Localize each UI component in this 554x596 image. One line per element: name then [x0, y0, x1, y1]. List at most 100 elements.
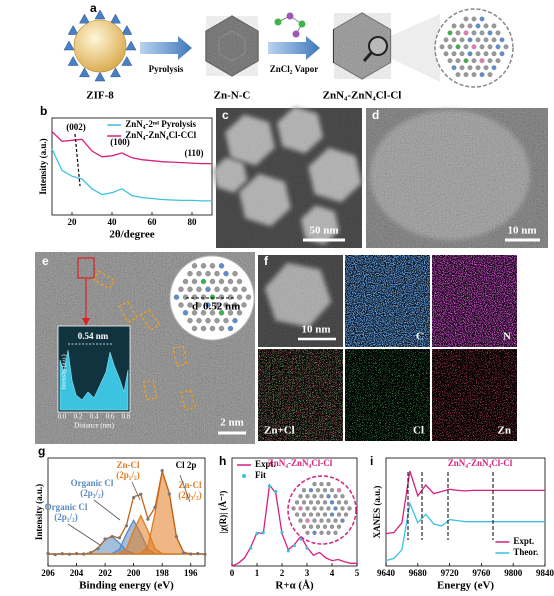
- map-label: C: [416, 331, 424, 343]
- annotation: (2p₃/₂): [80, 488, 103, 498]
- atom: [475, 51, 481, 57]
- data-point: [139, 492, 143, 496]
- legend-label: ZnN₄-2ⁿᵈ Pyrolysis: [125, 119, 196, 129]
- atom: [459, 65, 465, 71]
- data-point: [96, 547, 100, 551]
- atom: [196, 317, 202, 324]
- atom: [487, 30, 493, 36]
- atom: [340, 506, 345, 511]
- atom: [455, 30, 461, 36]
- tetrahedron: [67, 24, 79, 35]
- atom: [479, 30, 485, 36]
- x-axis-label: R+α (Å): [275, 580, 314, 592]
- tetrahedron: [67, 55, 79, 66]
- data-point: [132, 496, 136, 500]
- atom: [451, 65, 457, 71]
- atom: [447, 44, 453, 50]
- atom: [205, 317, 211, 324]
- atom: [218, 310, 225, 316]
- x-tick-label: 206: [41, 568, 55, 578]
- atom: [333, 506, 338, 511]
- plot-frame: [231, 457, 358, 567]
- tetrahedron: [94, 71, 106, 82]
- atom: [463, 58, 469, 64]
- atom: [178, 302, 184, 308]
- annotation: Cl 2p: [176, 460, 197, 470]
- atom: [336, 500, 342, 505]
- series-line: [51, 148, 212, 202]
- zif-particle: [73, 19, 127, 73]
- distance-symbol: d: [192, 301, 198, 313]
- atom: [312, 518, 317, 523]
- tetrahedron: [79, 67, 90, 78]
- atom: [200, 294, 207, 300]
- atom: [326, 481, 331, 487]
- atom: [312, 494, 317, 499]
- x-tick-label: 9840: [536, 568, 554, 578]
- atom: [187, 317, 193, 324]
- atom: [315, 512, 321, 517]
- legend-label: Fit: [255, 470, 266, 480]
- data-point: [53, 553, 57, 557]
- atom: [319, 518, 324, 523]
- atom: [463, 72, 469, 78]
- atom: [182, 294, 189, 300]
- atom: [499, 37, 505, 43]
- atom: [319, 530, 324, 535]
- panel-label: g: [38, 444, 45, 458]
- atom: [294, 512, 300, 517]
- scale-label: 2 nm: [220, 417, 244, 429]
- atom: [236, 278, 243, 285]
- magnifier-handle: [362, 52, 373, 62]
- atom: [200, 325, 207, 332]
- y-axis-label: XANES (a.u.): [372, 486, 382, 539]
- legend-label: Expt.: [255, 459, 276, 469]
- atom: [196, 302, 202, 308]
- x-tick-label: 196: [184, 568, 198, 578]
- atom: [196, 286, 202, 292]
- atom: [236, 310, 243, 316]
- series-line: [385, 501, 545, 562]
- atom: [336, 512, 342, 517]
- atom: [241, 286, 247, 292]
- atom: [491, 65, 497, 71]
- atom: [305, 506, 310, 511]
- annotation: (110): [185, 148, 204, 158]
- atom: [298, 506, 303, 511]
- y-axis-label: Intensity (a.u.): [34, 484, 44, 540]
- y-axis-label: |χ(R)| (Å⁻³): [218, 491, 228, 534]
- atom: [340, 518, 345, 523]
- annotation: Zn-Cl: [116, 460, 140, 470]
- atom: [209, 263, 216, 269]
- tetrahedron: [121, 24, 133, 35]
- atom: [232, 302, 238, 308]
- molecule-atom: [292, 30, 300, 38]
- element-map: [258, 349, 343, 441]
- x-tick-label: 40: [108, 217, 118, 227]
- atom: [182, 310, 189, 316]
- magnifier: [368, 36, 388, 56]
- atom: [312, 481, 317, 487]
- texture: [258, 255, 343, 347]
- zoom-cone: [386, 14, 440, 82]
- atom: [200, 310, 207, 316]
- atom: [495, 30, 501, 36]
- atom: [322, 512, 328, 517]
- atom: [479, 72, 485, 78]
- data-point: [305, 546, 309, 550]
- legend-label: Expt.: [513, 536, 534, 546]
- plot-frame: [385, 457, 546, 567]
- atom: [471, 30, 477, 36]
- atom: [347, 506, 352, 511]
- atom: [308, 512, 314, 517]
- atom: [479, 44, 485, 50]
- data-point: [82, 552, 86, 556]
- atom: [223, 270, 229, 277]
- atom: [343, 500, 349, 505]
- atom: [329, 488, 335, 493]
- map-label: Cl: [413, 425, 424, 437]
- x-tick-label: 60: [148, 217, 158, 227]
- x-tick-label: 20: [68, 217, 78, 227]
- data-point: [181, 551, 186, 555]
